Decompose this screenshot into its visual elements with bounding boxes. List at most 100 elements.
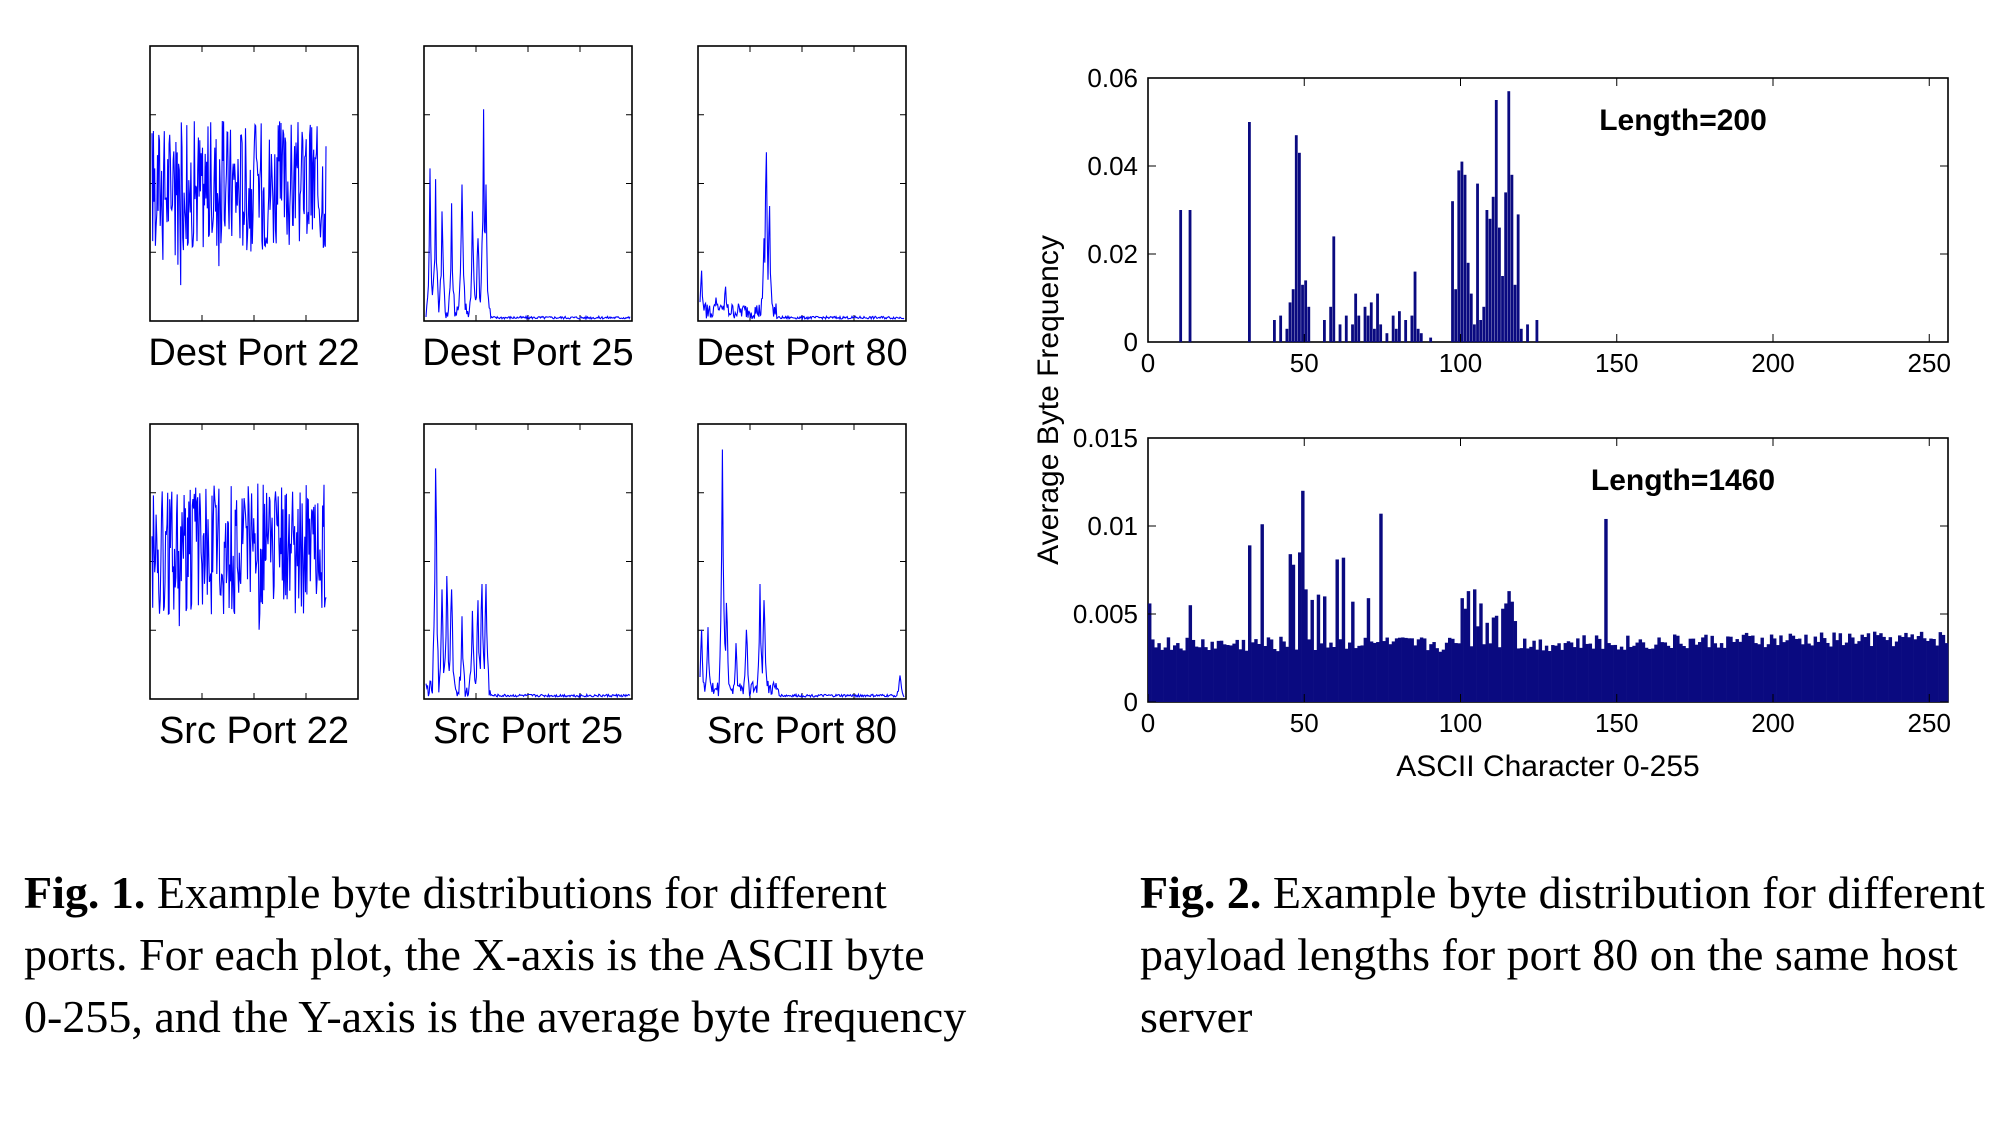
bar bbox=[1448, 637, 1452, 702]
x-tick-label: 50 bbox=[1290, 708, 1319, 738]
bar bbox=[1541, 650, 1546, 702]
figures-svg: Dest Port 22 Dest Port 25 Dest Port 80 Src … bbox=[148, 45, 1951, 783]
bar bbox=[1394, 328, 1398, 342]
bar bbox=[1463, 174, 1467, 342]
bar bbox=[1507, 591, 1511, 702]
bar bbox=[1307, 639, 1311, 702]
bar bbox=[1416, 328, 1420, 342]
bar bbox=[1207, 649, 1211, 702]
bar bbox=[1598, 638, 1602, 702]
bar bbox=[1151, 639, 1155, 702]
bar bbox=[1248, 545, 1252, 702]
bar bbox=[1923, 638, 1927, 702]
figure-1-caption-label: Fig. 1. bbox=[24, 867, 146, 918]
bar bbox=[1604, 518, 1608, 702]
bar bbox=[1535, 320, 1539, 342]
figure-2-caption-text: Example byte distribution for different … bbox=[1140, 867, 1985, 1042]
bar bbox=[1516, 648, 1521, 702]
y-axis-label: Average Byte Frequency bbox=[1032, 235, 1065, 565]
bar bbox=[1626, 635, 1630, 702]
bar bbox=[1494, 100, 1498, 342]
bar bbox=[1573, 647, 1577, 702]
bar bbox=[1544, 645, 1549, 702]
bar bbox=[1404, 637, 1408, 702]
small-plot-dest80: Dest Port 80 bbox=[696, 45, 908, 374]
bar bbox=[1913, 639, 1918, 702]
bar bbox=[1666, 645, 1671, 702]
bar bbox=[1904, 632, 1908, 702]
bar bbox=[1279, 636, 1283, 702]
bar bbox=[1194, 646, 1199, 702]
bar bbox=[1766, 644, 1771, 702]
bar bbox=[1201, 639, 1205, 702]
bar bbox=[1398, 311, 1401, 342]
bar bbox=[1651, 648, 1655, 702]
bar bbox=[1319, 643, 1324, 702]
bar bbox=[1929, 638, 1933, 702]
bar bbox=[1607, 643, 1611, 702]
bar bbox=[1641, 642, 1646, 702]
bar bbox=[1248, 122, 1251, 342]
bar bbox=[1935, 645, 1939, 702]
small-plot-dest22: Dest Port 22 bbox=[148, 45, 360, 374]
bar bbox=[1854, 643, 1858, 702]
bar bbox=[1344, 648, 1349, 702]
bar bbox=[1810, 645, 1814, 702]
bar bbox=[1526, 648, 1530, 702]
bar bbox=[1182, 650, 1186, 702]
axes-frame bbox=[1147, 77, 1949, 343]
bar bbox=[1363, 637, 1368, 702]
bar bbox=[1366, 315, 1370, 342]
bar bbox=[1713, 643, 1718, 702]
bar bbox=[1451, 201, 1454, 342]
plot-title: Src Port 25 bbox=[433, 710, 623, 752]
bar bbox=[1769, 634, 1774, 702]
bar bbox=[1582, 635, 1586, 702]
length-annotation: Length=1460 bbox=[1591, 464, 1775, 497]
bar bbox=[1160, 649, 1164, 702]
bar bbox=[1773, 638, 1777, 702]
bar bbox=[1869, 646, 1874, 702]
bar bbox=[1413, 645, 1418, 702]
bar bbox=[1179, 210, 1183, 342]
bar bbox=[1848, 633, 1852, 702]
plot-title: Dest Port 25 bbox=[422, 332, 633, 374]
bar bbox=[1313, 649, 1318, 702]
bar bbox=[1776, 645, 1780, 702]
bar bbox=[1173, 645, 1177, 702]
bar bbox=[1466, 591, 1471, 702]
bar bbox=[1698, 642, 1702, 702]
bar bbox=[1710, 635, 1714, 702]
bar bbox=[1532, 640, 1536, 702]
bar bbox=[1813, 636, 1818, 702]
bar bbox=[1844, 642, 1849, 702]
x-tick-label: 100 bbox=[1439, 708, 1482, 738]
bar bbox=[1894, 641, 1899, 702]
bar bbox=[1807, 643, 1811, 702]
bar bbox=[1310, 599, 1314, 702]
bar bbox=[1251, 642, 1255, 702]
bar bbox=[1391, 315, 1395, 342]
series-line bbox=[699, 449, 905, 699]
bar bbox=[1388, 644, 1393, 702]
bar bbox=[1419, 333, 1423, 342]
bar bbox=[1385, 637, 1389, 702]
figure-1-caption: Fig. 1. Example byte distributions for d… bbox=[24, 862, 974, 1048]
bar bbox=[1279, 315, 1283, 342]
bar bbox=[1851, 637, 1855, 702]
bar bbox=[1454, 643, 1458, 702]
bar bbox=[1682, 646, 1686, 702]
bar bbox=[1741, 634, 1746, 702]
bar bbox=[1213, 648, 1218, 702]
bar bbox=[1566, 641, 1571, 702]
small-plot-src22: Src Port 22 bbox=[149, 423, 359, 752]
bar bbox=[1394, 638, 1399, 702]
bar bbox=[1304, 280, 1308, 342]
bar bbox=[1238, 649, 1243, 702]
bar bbox=[1288, 554, 1293, 702]
bar bbox=[1613, 644, 1618, 702]
bar bbox=[1729, 636, 1733, 702]
bar bbox=[1619, 646, 1624, 702]
x-tick-label: 150 bbox=[1595, 348, 1638, 378]
bar bbox=[1873, 631, 1877, 702]
